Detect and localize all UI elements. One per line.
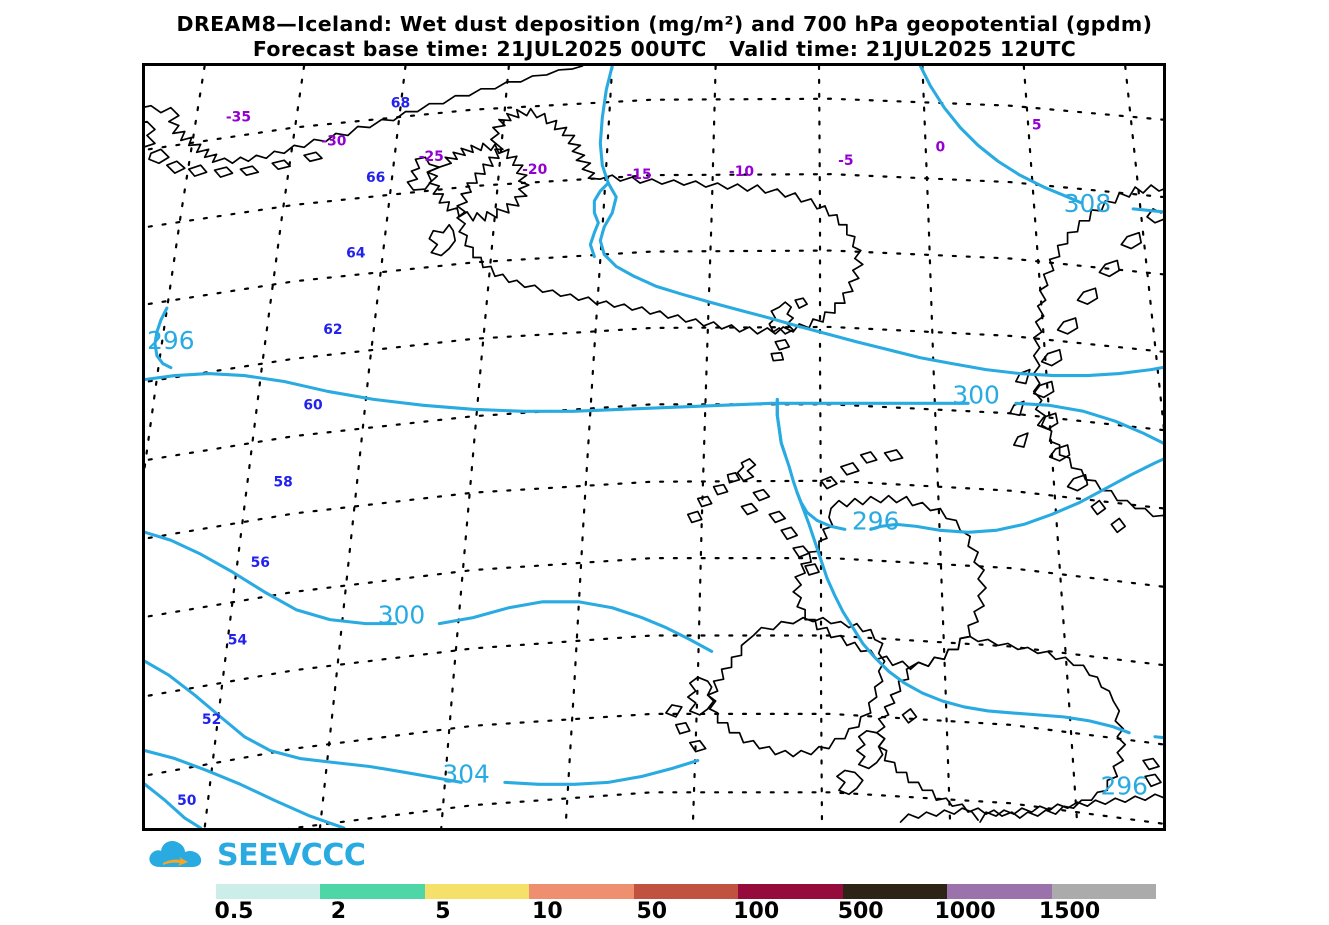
- colorbar-label-100: 100: [733, 899, 780, 924]
- colorbar-label-2: 2: [330, 899, 347, 924]
- cloud-arrow-icon: [146, 836, 210, 876]
- contour-304-left: [145, 659, 463, 784]
- great-britain: [836, 635, 1160, 819]
- latitude-label-1: 66: [366, 170, 385, 186]
- contour-label-1: 300: [378, 601, 425, 630]
- contour-296-left: [153, 306, 173, 370]
- colorbar-label-500: 500: [837, 899, 884, 924]
- colorbar-band-8: [1051, 884, 1156, 899]
- seevccc-logo: SEEVCCC: [146, 835, 366, 877]
- contour-labels: 296 300 304 308 300 296 296: [147, 189, 1148, 800]
- scotland: [686, 449, 987, 671]
- norway-coast: [1009, 184, 1163, 534]
- contour-label-4: 300: [952, 380, 999, 409]
- colorbar-label-1500: 1500: [1038, 899, 1101, 924]
- contour-300-right: [145, 372, 970, 413]
- greenland-coast: [145, 66, 584, 178]
- contour-296-southwest: [145, 749, 346, 828]
- latitude-label-3: 62: [323, 322, 342, 338]
- colorbar-label-0.5: 0.5: [214, 899, 254, 924]
- colorbar-bands: [216, 884, 1156, 899]
- contour-label-3: 308: [1064, 189, 1111, 218]
- latitude-labels: 68 66 64 62 60 58 56 54 52 50: [177, 96, 410, 809]
- longitude-labels: -35 -30 -25 -20 -15 -10 -5 0 5: [226, 110, 1042, 184]
- contour-300-left: [145, 530, 398, 626]
- figure-title: DREAM8—Iceland: Wet dust deposition (mg/…: [0, 12, 1329, 62]
- contour-296-irishsea: [795, 491, 1131, 735]
- iceland: [406, 107, 864, 335]
- longitude-label-2: -25: [419, 149, 444, 165]
- geopotential-contours: [145, 66, 1163, 828]
- ireland: [665, 616, 886, 758]
- colorbar-labels: 0.5 2 5 10 50 100 500 1000 1500: [214, 899, 1156, 924]
- longitude-label-8: 5: [1032, 118, 1042, 134]
- latitude-label-8: 52: [202, 712, 221, 728]
- latitude-label-5: 58: [274, 475, 293, 491]
- contour-label-2: 304: [442, 759, 489, 788]
- colorbar-band-1: [320, 884, 425, 899]
- longitude-label-5: -10: [729, 164, 754, 180]
- map-canvas[interactable]: -35 -30 -25 -20 -15 -10 -5 0 5 68 66 64 62 60 58 56 54 5…: [145, 66, 1163, 828]
- colorbar-band-6: [842, 884, 948, 899]
- latitude-label-4: 60: [303, 397, 322, 413]
- latitude-label-6: 56: [251, 555, 270, 571]
- latitude-label-7: 54: [228, 632, 248, 648]
- colorbar-label-10: 10: [532, 899, 563, 924]
- latitude-label-9: 50: [177, 793, 196, 809]
- longitude-label-1: -30: [321, 133, 346, 149]
- contour-308: [918, 66, 1084, 205]
- longitude-label-4: -15: [627, 167, 652, 183]
- longitude-label-0: -35: [226, 110, 251, 126]
- colorbar-band-2: [424, 884, 530, 899]
- latitude-label-2: 64: [346, 246, 366, 262]
- contour-label-0: 296: [147, 326, 194, 355]
- colorbar-band-4: [633, 884, 739, 899]
- longitude-label-3: -20: [522, 162, 547, 178]
- logo-text: SEEVCCC: [217, 838, 366, 873]
- contour-304-kink: [588, 181, 610, 259]
- latitude-label-0: 68: [391, 96, 410, 112]
- colorbar-label-5: 5: [435, 899, 451, 924]
- graticule-parallels: [145, 97, 1163, 828]
- colorbar-band-0: [216, 884, 321, 899]
- graticule-meridians: [145, 66, 1163, 828]
- contour-296-scotland: [869, 457, 1163, 534]
- colorbar-band-5: [738, 884, 843, 899]
- colorbar-label-50: 50: [636, 899, 668, 924]
- colorbar-band-3: [529, 884, 634, 899]
- title-line-1: DREAM8—Iceland: Wet dust deposition (mg/…: [176, 12, 1153, 36]
- colorbar-band-7: [947, 884, 1052, 899]
- northern-france: [899, 773, 1163, 823]
- title-line-2: Forecast base time: 21JUL2025 00UTC Vali…: [252, 37, 1077, 61]
- longitude-label-6: -5: [838, 153, 853, 169]
- contour-label-6: 296: [1101, 771, 1148, 800]
- contour-label-5: 296: [852, 506, 899, 535]
- longitude-label-7: 0: [935, 139, 945, 155]
- coastlines: [145, 66, 1163, 823]
- colorbar: 0.5 2 5 10 50 100 500 1000 1500: [214, 884, 1156, 924]
- map-panel[interactable]: -35 -30 -25 -20 -15 -10 -5 0 5 68 66 64 62 60 58 56 54 5…: [142, 63, 1166, 831]
- contour-304-corner: [145, 782, 203, 828]
- colorbar-label-1000: 1000: [934, 899, 996, 924]
